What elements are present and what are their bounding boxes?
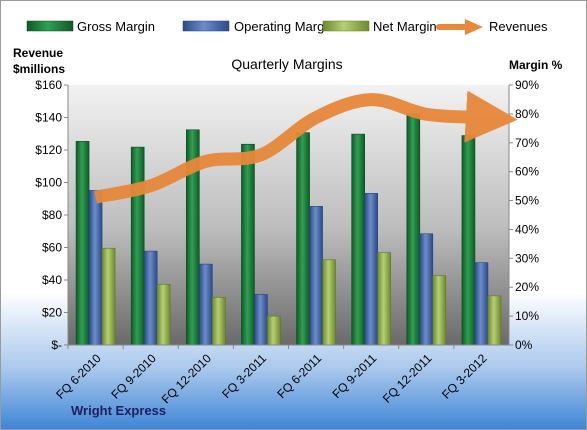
legend-item-gross-margin: Gross Margin bbox=[26, 19, 155, 34]
left-tick-label: $60 bbox=[42, 241, 62, 255]
x-tick-label-fq-3-2012: FQ 3-2012 bbox=[439, 351, 490, 402]
bar-net-margin-fq-9-2011 bbox=[377, 252, 391, 346]
x-tick-label-fq-9-2011: FQ 9-2011 bbox=[329, 351, 379, 401]
bar-net-margin-fq-6-2010 bbox=[101, 247, 116, 346]
x-tick-label-fq-6-2010: FQ 6-2010 bbox=[53, 351, 104, 402]
legend-item-operating-margin: Operating Margin bbox=[182, 19, 334, 34]
bar-gross-margin-fq-6-2011 bbox=[296, 132, 310, 346]
left-axis-title-line2: $millions bbox=[13, 62, 65, 76]
right-tick-label: 80% bbox=[515, 107, 539, 121]
bar-series bbox=[75, 113, 502, 346]
legend: Gross Margin Operating Margin Net Margin… bbox=[26, 19, 548, 35]
right-tick-label: 40% bbox=[515, 222, 539, 236]
footer-company: Wright Express bbox=[71, 403, 166, 418]
bar-gross-margin-fq-9-2010 bbox=[130, 146, 145, 346]
bar-net-margin-fq-3-2012 bbox=[487, 295, 502, 346]
bar-net-margin-fq-12-2011 bbox=[432, 275, 447, 346]
x-tick-label-fq-6-2011: FQ 6-2011 bbox=[274, 351, 324, 401]
legend-item-revenues: Revenues bbox=[436, 19, 548, 35]
revenues-line bbox=[94, 90, 518, 204]
bar-net-margin-fq-6-2011 bbox=[322, 259, 336, 346]
left-tick-label: $40 bbox=[42, 273, 62, 287]
right-tick-label: 30% bbox=[515, 251, 539, 265]
chart-title: Quarterly Margins bbox=[231, 56, 342, 72]
bar-operating-margin-fq-6-2010 bbox=[88, 190, 103, 346]
bar-gross-margin-fq-6-2010 bbox=[75, 141, 90, 346]
bar-gross-margin-fq-12-2011 bbox=[406, 113, 421, 346]
left-tick-label: $120 bbox=[35, 143, 62, 157]
legend-label-gross-margin: Gross Margin bbox=[77, 19, 155, 34]
right-tick-label: 50% bbox=[515, 194, 539, 208]
legend-arrow-head bbox=[465, 19, 483, 35]
legend-label-revenues: Revenues bbox=[489, 19, 548, 34]
revenue-line-series bbox=[94, 90, 518, 204]
bar-operating-margin-fq-12-2011 bbox=[419, 233, 434, 346]
x-tick-label-fq-12-2011: FQ 12-2011 bbox=[380, 351, 435, 406]
right-tick-label: 0% bbox=[515, 338, 533, 352]
legend-label-operating-margin: Operating Margin bbox=[234, 19, 334, 34]
left-tick-label: $80 bbox=[42, 208, 62, 222]
right-tick-label: 70% bbox=[515, 136, 539, 150]
left-axis: $- $20 $40 $60 $80 $100 $120 $140 $160 bbox=[35, 78, 69, 352]
right-tick-label: 90% bbox=[515, 78, 539, 92]
bar-operating-margin-fq-9-2011 bbox=[364, 193, 378, 346]
bar-operating-margin-fq-12-2010 bbox=[199, 263, 213, 346]
legend-swatch-net-margin bbox=[322, 20, 370, 32]
right-tick-label: 20% bbox=[515, 280, 539, 294]
bar-gross-margin-fq-9-2011 bbox=[351, 133, 365, 346]
right-tick-label: 60% bbox=[515, 165, 539, 179]
left-tick-label: $- bbox=[51, 338, 62, 352]
bar-gross-margin-fq-3-2011 bbox=[241, 143, 255, 346]
right-axis-title: Margin % bbox=[509, 58, 563, 72]
x-tick-label-fq-12-2010: FQ 12-2010 bbox=[159, 351, 214, 406]
legend-label-net-margin: Net Margin bbox=[373, 19, 437, 34]
left-tick-label: $160 bbox=[35, 78, 62, 92]
legend-swatch-operating-margin bbox=[182, 20, 230, 32]
left-tick-label: $20 bbox=[42, 306, 62, 320]
x-axis: FQ 6-2010 FQ 9-2010 FQ 12-2010 FQ 3-2011 FQ … bbox=[53, 344, 509, 406]
left-tick-label: $100 bbox=[35, 176, 62, 190]
bar-net-margin-fq-12-2010 bbox=[212, 297, 226, 346]
right-tick-label: 10% bbox=[515, 309, 539, 323]
bar-operating-margin-fq-3-2011 bbox=[254, 294, 268, 346]
legend-swatch-gross-margin bbox=[26, 20, 74, 32]
right-axis: 0% 10% 20% 30% 40% 50% 60% 70% 80% 90% bbox=[508, 78, 539, 352]
left-tick-label: $140 bbox=[35, 111, 62, 125]
x-tick-label-fq-3-2011: FQ 3-2011 bbox=[219, 351, 269, 401]
x-tick-label-fq-9-2010: FQ 9-2010 bbox=[108, 351, 159, 402]
bar-operating-margin-fq-9-2010 bbox=[143, 250, 158, 346]
bar-net-margin-fq-9-2010 bbox=[156, 284, 171, 346]
left-axis-title-line1: Revenue bbox=[13, 46, 63, 60]
legend-item-net-margin: Net Margin bbox=[322, 19, 437, 34]
bar-operating-margin-fq-3-2012 bbox=[474, 262, 489, 346]
bar-gross-margin-fq-3-2012 bbox=[461, 135, 476, 346]
bar-operating-margin-fq-6-2011 bbox=[309, 206, 323, 346]
bar-net-margin-fq-3-2011 bbox=[267, 315, 281, 346]
